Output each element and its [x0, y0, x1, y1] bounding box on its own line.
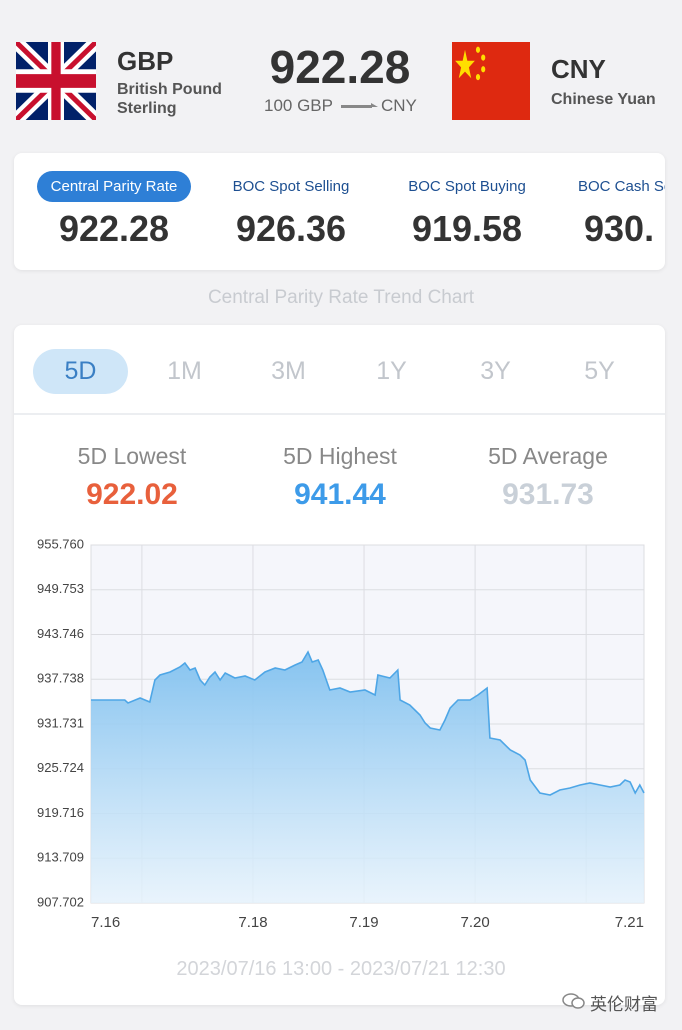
chart: 907.702 913.709 919.716 925.724 931.731 937.7…: [37, 536, 645, 931]
rate-tab[interactable]: BOC Spot Buying 919.58: [382, 171, 552, 250]
quote-code: CNY: [551, 54, 606, 84]
stat: 5D Lowest 922.02: [32, 443, 232, 512]
rate-tab[interactable]: Central Parity Rate 922.28: [29, 171, 199, 250]
rate-card: Central Parity Rate 922.28 BOC Spot Selli…: [14, 153, 665, 270]
tab-value: 930.: [584, 208, 655, 249]
period-tab[interactable]: 5Y: [584, 357, 615, 385]
y-tick-label: 925.724: [37, 760, 84, 775]
stat-value: 941.44: [294, 478, 386, 511]
tab-label: BOC Spot Selling: [232, 178, 350, 195]
x-tick-label: 7.19: [349, 914, 378, 931]
period-tab[interactable]: 1Y: [376, 357, 407, 385]
base-name: British Pound Sterling: [117, 81, 222, 117]
y-tick-label: 943.746: [37, 626, 84, 641]
watermark: 英伦财富: [590, 995, 658, 1014]
cny-flag: [452, 42, 530, 120]
tab-value: 919.58: [411, 208, 523, 249]
period-tab[interactable]: 5D: [33, 349, 128, 394]
area: [91, 652, 644, 903]
conversion-amount: 100 GBP: [264, 96, 333, 115]
date-range: 2023/07/16 13:00 - 2023/07/21 12:30: [176, 958, 506, 980]
x-tick-label: 7.20: [460, 914, 489, 931]
y-tick-label: 913.709: [37, 850, 84, 865]
gbp-flag: [16, 42, 96, 120]
header-rate: 922.28: [269, 41, 411, 93]
stat-value: 931.73: [502, 478, 594, 511]
period-tab[interactable]: 1M: [167, 357, 202, 385]
y-tick-label: 937.738: [37, 671, 84, 686]
x-tick-label: 7.18: [238, 914, 267, 931]
period-tab[interactable]: 3Y: [480, 357, 511, 385]
rate-tab[interactable]: BOC Spot Selling 926.36: [206, 171, 376, 250]
tab-label: Central Parity Rate: [36, 171, 192, 202]
y-tick-label: 955.760: [37, 536, 84, 551]
arrow: [341, 103, 378, 108]
watermark-icon: [562, 993, 585, 1009]
x-tick-label: 7.16: [91, 914, 120, 931]
y-tick-label: 949.753: [37, 581, 84, 596]
section-title: Central Parity Rate Trend Chart: [207, 287, 475, 308]
y-tick-label: 907.702: [37, 894, 84, 909]
stat: 5D Highest 941.44: [240, 443, 440, 512]
y-tick-label: 919.716: [37, 805, 84, 820]
stat-label: 5D Average: [488, 443, 608, 469]
divider: [14, 413, 665, 415]
base-code: GBP: [117, 46, 174, 76]
tab-value: 922.28: [58, 208, 170, 249]
quote-name: Chinese Yuan: [551, 91, 656, 108]
rate-tab[interactable]: BOC Cash Selling 930.: [564, 171, 665, 250]
tab-value: 926.36: [235, 208, 347, 249]
tab-label: BOC Spot Buying: [408, 178, 526, 195]
stat-value: 922.02: [86, 478, 178, 511]
stat-label: 5D Lowest: [77, 443, 187, 469]
stat: 5D Average 931.73: [448, 443, 648, 512]
y-tick-label: 931.731: [37, 715, 84, 730]
stat-label: 5D Highest: [283, 443, 397, 469]
period-tab[interactable]: 3M: [271, 357, 306, 385]
tab-label: BOC Cash Selling: [578, 178, 665, 195]
x-tick-label: 7.21: [615, 914, 644, 931]
conversion-target: CNY: [381, 96, 417, 115]
line: [91, 650, 645, 796]
